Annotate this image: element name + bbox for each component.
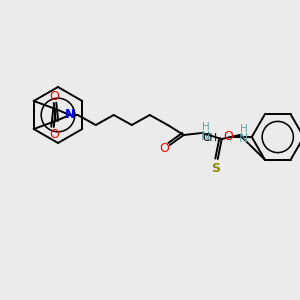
- Text: O: O: [49, 89, 59, 103]
- Text: N: N: [64, 109, 75, 122]
- Text: CH₃: CH₃: [202, 133, 221, 143]
- Text: O: O: [49, 128, 59, 140]
- Text: N: N: [201, 130, 210, 142]
- Text: S: S: [211, 161, 220, 175]
- Text: N: N: [239, 131, 248, 145]
- Text: H: H: [240, 124, 247, 134]
- Text: H: H: [202, 122, 210, 132]
- Text: O: O: [223, 130, 233, 143]
- Text: O: O: [159, 142, 169, 155]
